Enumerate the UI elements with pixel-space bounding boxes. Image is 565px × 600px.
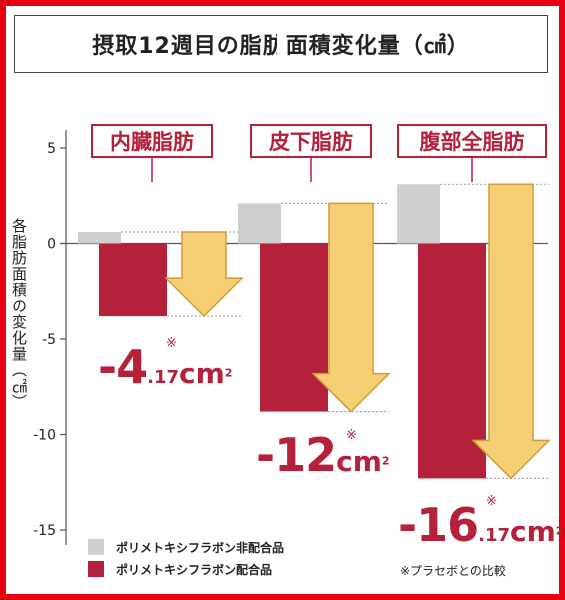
reduction-arrow [471, 183, 551, 480]
asterisk-mark: ※ [346, 428, 357, 443]
legend-swatch-treatment [88, 561, 104, 577]
bar-treatment [99, 243, 167, 317]
result-label-total-abdominal-fat: -16.17cm2 ※ [398, 494, 564, 552]
reduction-arrow [311, 202, 391, 413]
result-label-visceral-fat: -4.17cm2 ※ [98, 336, 233, 394]
y-tick-label: -5 [42, 332, 56, 348]
reduction-arrow [164, 231, 244, 318]
bar-placebo [78, 232, 121, 244]
title-box: 摂取12週目の脂肪面積変化量（㎠） [14, 15, 548, 73]
legend: ポリメトキシフラボン非配合品 ポリメトキシフラボン配合品 [88, 536, 284, 580]
bar-treatment [418, 243, 486, 479]
category-label-subcutaneous-fat: 皮下脂肪 [250, 124, 372, 158]
y-tick-label: -15 [33, 523, 56, 539]
legend-item-placebo: ポリメトキシフラボン非配合品 [88, 536, 284, 558]
y-tick-label: 0 [47, 237, 56, 253]
y-tick-label: -10 [33, 428, 56, 444]
footnote: ※プラセボとの比較 [400, 564, 506, 578]
legend-label-treatment: ポリメトキシフラボン配合品 [116, 562, 273, 577]
bar-placebo [397, 184, 440, 244]
y-tick-label: 5 [47, 141, 56, 157]
bar-placebo [238, 203, 281, 244]
result-label-subcutaneous-fat: -12cm2 ※ [256, 428, 390, 482]
bar-treatment [260, 243, 328, 412]
category-label-total-abdominal-fat: 腹部全脂肪 [397, 124, 547, 158]
asterisk-mark: ※ [166, 336, 177, 351]
legend-item-treatment: ポリメトキシフラボン配合品 [88, 558, 284, 580]
category-label-visceral-fat: 内臓脂肪 [91, 124, 213, 158]
legend-swatch-placebo [88, 539, 104, 555]
legend-label-placebo: ポリメトキシフラボン非配合品 [116, 540, 285, 555]
y-axis-label: 各脂肪面積の変化量（㎠） [10, 218, 28, 410]
asterisk-mark: ※ [486, 494, 497, 509]
